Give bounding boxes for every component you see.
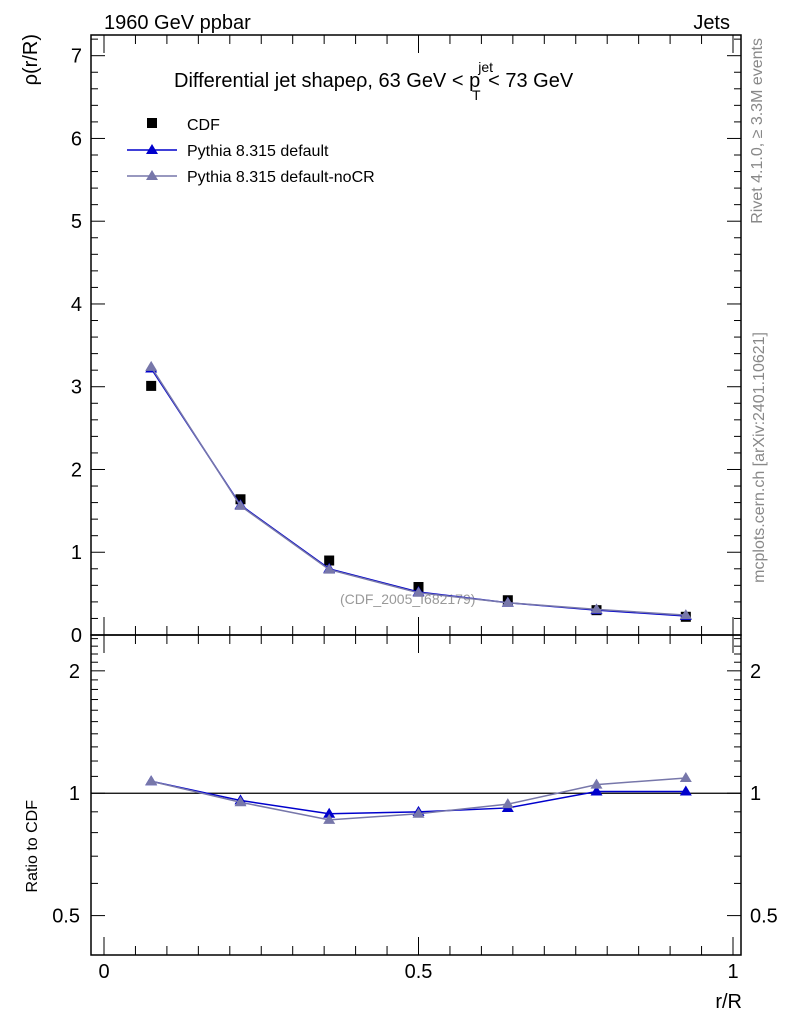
legend: CDF Pythia 8.315 default Pythia 8.315 de… (127, 117, 375, 186)
rivet-label: Rivet 4.1.0, ≥ 3.3M events (749, 38, 766, 224)
main-y-tick-label: 5 (71, 211, 82, 233)
mcplots-label: mcplots.cern.ch [arXiv:2401.10621] (751, 332, 768, 583)
x-ticks: 0 0.5 1 (98, 35, 739, 983)
plot-title-sub: T (472, 87, 481, 103)
data-point-pythia-8-315-default-nocr (323, 563, 336, 574)
x-tick-label: 1 (727, 961, 738, 983)
data-point-pythia-8-315-default-nocr (234, 499, 247, 510)
ratio-point-pythia-8-315-default (323, 807, 336, 818)
x-tick-label: 0 (98, 961, 109, 983)
data-point-pythia-8-315-default-nocr (412, 586, 425, 597)
ratio-panel-frame (90, 634, 742, 956)
ratio-y-ticks: 0.5 0.5 1 1 2 2 (52, 638, 778, 928)
data-point-pythia-8-315-default-nocr (590, 603, 603, 614)
legend-default-marker (146, 144, 158, 154)
header-right: Jets (693, 12, 730, 34)
ratio-point-pythia-8-315-default-nocr (145, 775, 158, 786)
ratio-y-axis-label: Ratio to CDF (24, 800, 41, 893)
main-y-ticks: 0 1 2 3 4 5 6 7 (71, 38, 741, 647)
legend-nocr-label: Pythia 8.315 default-noCR (187, 169, 375, 186)
ratio-point-pythia-8-315-default (590, 785, 603, 796)
ratio-series-layer (91, 772, 741, 824)
ratio-point-pythia-8-315-default-nocr (501, 798, 514, 809)
watermark: (CDF_2005_I682179) (340, 591, 475, 607)
main-y-tick-label: 1 (71, 542, 82, 564)
series-line-pythia-8-315-default-nocr (150, 366, 686, 616)
ratio-y-tick-label-right: 0.5 (750, 906, 778, 928)
plot-title-sup: jet (477, 59, 493, 75)
legend-cdf-marker (147, 118, 157, 128)
ratio-y-tick-label-right: 1 (750, 783, 761, 805)
plot-title-tail: < 73 GeV (483, 70, 574, 92)
data-point-cdf (324, 555, 335, 566)
main-y-axis-label: ρ(r/R) (20, 34, 42, 85)
main-y-tick-label: 6 (71, 128, 82, 150)
ratio-point-pythia-8-315-default-nocr (590, 778, 603, 789)
plot-title: Differential jet shapeρ, 63 GeV < pjet T … (174, 59, 574, 103)
data-point-pythia-8-315-default-nocr (145, 360, 158, 371)
ratio-point-pythia-8-315-default-nocr (412, 807, 425, 818)
ratio-y-tick-label-right: 2 (750, 661, 761, 683)
main-y-tick-label: 3 (71, 377, 82, 399)
legend-nocr-marker (146, 170, 158, 180)
ratio-y-tick-label: 1 (69, 783, 80, 805)
data-point-cdf (146, 380, 157, 391)
data-point-pythia-8-315-default-nocr (501, 596, 514, 607)
ratio-point-pythia-8-315-default-nocr (323, 813, 336, 824)
main-y-tick-label: 7 (71, 46, 82, 68)
ratio-point-pythia-8-315-default-nocr (679, 772, 692, 783)
plot-title-main: Differential jet shapeρ, 63 GeV < p (174, 70, 480, 92)
header-left: 1960 GeV ppbar (104, 12, 251, 34)
legend-default-label: Pythia 8.315 default (187, 143, 329, 160)
ratio-y-tick-label: 0.5 (52, 906, 80, 928)
ratio-y-tick-label: 2 (69, 661, 80, 683)
main-series-layer (145, 360, 692, 622)
x-tick-label: 0.5 (405, 961, 433, 983)
main-y-tick-label: 4 (71, 294, 82, 316)
legend-cdf-label: CDF (187, 117, 220, 134)
data-point-pythia-8-315-default-nocr (679, 609, 692, 620)
x-axis-label: r/R (715, 991, 742, 1013)
ratio-point-pythia-8-315-default-nocr (234, 796, 247, 807)
main-y-tick-label: 2 (71, 459, 82, 481)
ratio-point-pythia-8-315-default (679, 785, 692, 796)
main-y-tick-label: 0 (71, 625, 82, 647)
